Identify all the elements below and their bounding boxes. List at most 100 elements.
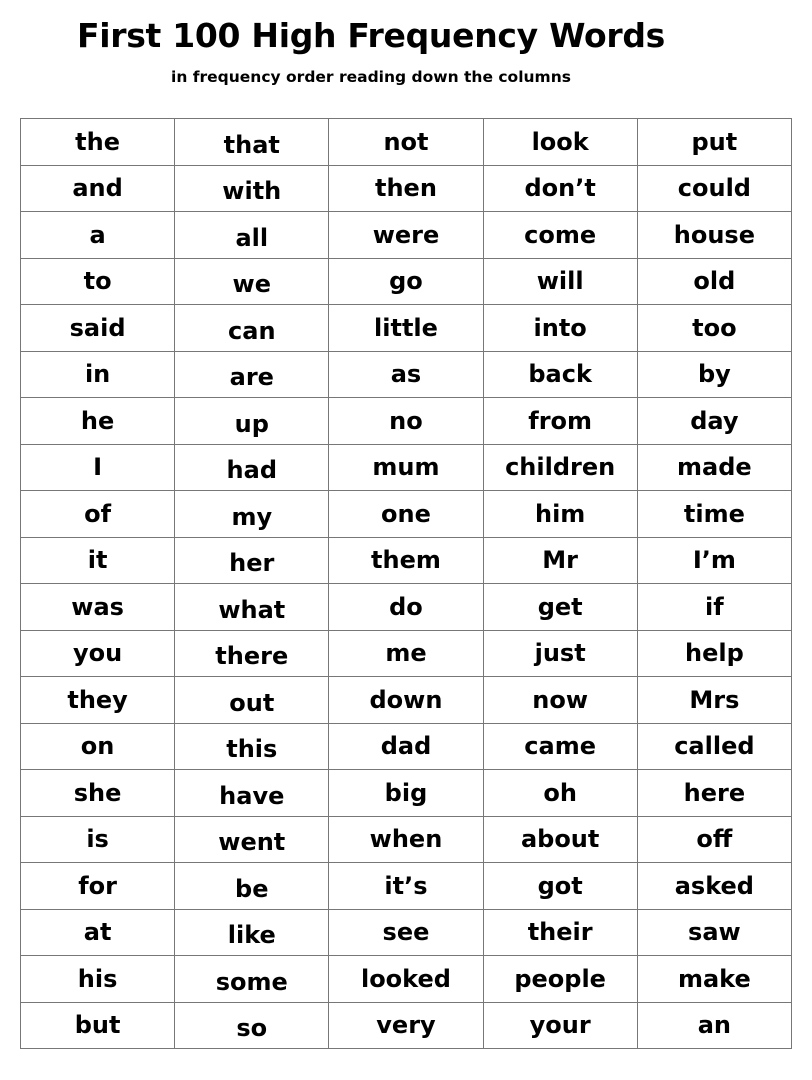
word-cell: called bbox=[636, 722, 793, 770]
word-cell: out bbox=[174, 676, 330, 724]
word-cell: at bbox=[19, 908, 176, 956]
word-cell: I’m bbox=[636, 536, 793, 584]
word-cell: this bbox=[174, 722, 330, 770]
word-cell: to bbox=[19, 257, 176, 305]
word-cell: went bbox=[174, 815, 330, 863]
word-cell: don’t bbox=[482, 164, 638, 212]
word-cell: into bbox=[482, 304, 638, 352]
table-row: he up no from day bbox=[19, 397, 793, 445]
word-cell: mum bbox=[328, 443, 484, 491]
word-cell: just bbox=[482, 629, 638, 677]
word-cell: big bbox=[328, 769, 484, 817]
word-cell: some bbox=[174, 955, 330, 1003]
word-cell: back bbox=[482, 350, 638, 398]
word-cell: have bbox=[174, 769, 330, 817]
word-cell: said bbox=[19, 304, 176, 352]
word-cell: no bbox=[328, 397, 484, 445]
word-cell: Mrs bbox=[636, 676, 793, 724]
word-cell: but bbox=[19, 1001, 176, 1049]
word-cell: make bbox=[636, 955, 793, 1003]
word-cell: their bbox=[482, 908, 638, 956]
table-row: a all were come house bbox=[19, 211, 793, 259]
word-cell: for bbox=[19, 862, 176, 910]
word-cell: your bbox=[482, 1001, 638, 1049]
word-cell: in bbox=[19, 350, 176, 398]
table-row: to we go will old bbox=[19, 257, 793, 305]
word-cell: down bbox=[328, 676, 484, 724]
word-cell: got bbox=[482, 862, 638, 910]
word-cell: her bbox=[174, 536, 330, 584]
word-cell: when bbox=[328, 815, 484, 863]
word-cell: and bbox=[19, 164, 176, 212]
word-cell: children bbox=[482, 443, 638, 491]
word-cell: what bbox=[174, 583, 330, 631]
table-row: at like see their saw bbox=[19, 908, 793, 956]
word-cell: on bbox=[19, 722, 176, 770]
word-cell: house bbox=[636, 211, 793, 259]
word-cell: my bbox=[174, 490, 330, 538]
word-cell: I bbox=[19, 443, 176, 491]
word-cell: it’s bbox=[328, 862, 484, 910]
word-cell: could bbox=[636, 164, 793, 212]
word-cell: like bbox=[174, 908, 330, 956]
word-cell: made bbox=[636, 443, 793, 491]
word-cell: him bbox=[482, 490, 638, 538]
word-cell: look bbox=[482, 118, 638, 166]
table-row: you there me just help bbox=[19, 629, 793, 677]
word-cell: all bbox=[174, 211, 330, 259]
word-cell: saw bbox=[636, 908, 793, 956]
word-cell: are bbox=[174, 350, 330, 398]
word-cell: if bbox=[636, 583, 793, 631]
word-cell: by bbox=[636, 350, 793, 398]
word-cell: up bbox=[174, 397, 330, 445]
word-cell: it bbox=[19, 536, 176, 584]
word-cell: little bbox=[328, 304, 484, 352]
table-row: for be it’s got asked bbox=[19, 862, 793, 910]
word-cell: the bbox=[19, 118, 176, 166]
word-table: the that not look put and with then don’t could a a… bbox=[19, 118, 793, 1049]
word-cell: them bbox=[328, 536, 484, 584]
table-row: is went when about off bbox=[19, 815, 793, 863]
word-cell: Mr bbox=[482, 536, 638, 584]
word-cell: now bbox=[482, 676, 638, 724]
word-cell: too bbox=[636, 304, 793, 352]
table-row: was what do get if bbox=[19, 583, 793, 631]
page-title: First 100 High Frequency Words bbox=[76, 16, 665, 55]
word-cell: an bbox=[636, 1001, 793, 1049]
word-cell: not bbox=[328, 118, 484, 166]
word-cell: they bbox=[19, 676, 176, 724]
table-row: said can little into too bbox=[19, 304, 793, 352]
table-row: and with then don’t could bbox=[19, 164, 793, 212]
word-cell: here bbox=[636, 769, 793, 817]
word-cell: go bbox=[328, 257, 484, 305]
word-cell: will bbox=[482, 257, 638, 305]
table-row: of my one him time bbox=[19, 490, 793, 538]
word-cell: time bbox=[636, 490, 793, 538]
table-row: it her them Mr I’m bbox=[19, 536, 793, 584]
word-cell: me bbox=[328, 629, 484, 677]
word-cell: one bbox=[328, 490, 484, 538]
word-cell: came bbox=[482, 722, 638, 770]
word-cell: then bbox=[328, 164, 484, 212]
word-cell: you bbox=[19, 629, 176, 677]
word-cell: that bbox=[174, 118, 330, 166]
word-cell: with bbox=[174, 164, 330, 212]
word-cell: from bbox=[482, 397, 638, 445]
word-cell: we bbox=[174, 257, 330, 305]
word-cell: come bbox=[482, 211, 638, 259]
table-row: his some looked people make bbox=[19, 955, 793, 1003]
word-cell: there bbox=[174, 629, 330, 677]
word-cell: do bbox=[328, 583, 484, 631]
word-cell: help bbox=[636, 629, 793, 677]
word-cell: she bbox=[19, 769, 176, 817]
word-cell: his bbox=[19, 955, 176, 1003]
table-row: but so very your an bbox=[19, 1001, 793, 1049]
word-cell: dad bbox=[328, 722, 484, 770]
word-cell: be bbox=[174, 862, 330, 910]
word-cell: about bbox=[482, 815, 638, 863]
word-cell: had bbox=[174, 443, 330, 491]
table-row: on this dad came called bbox=[19, 722, 793, 770]
table-row: she have big oh here bbox=[19, 769, 793, 817]
word-cell: off bbox=[636, 815, 793, 863]
word-cell: so bbox=[174, 1001, 330, 1049]
